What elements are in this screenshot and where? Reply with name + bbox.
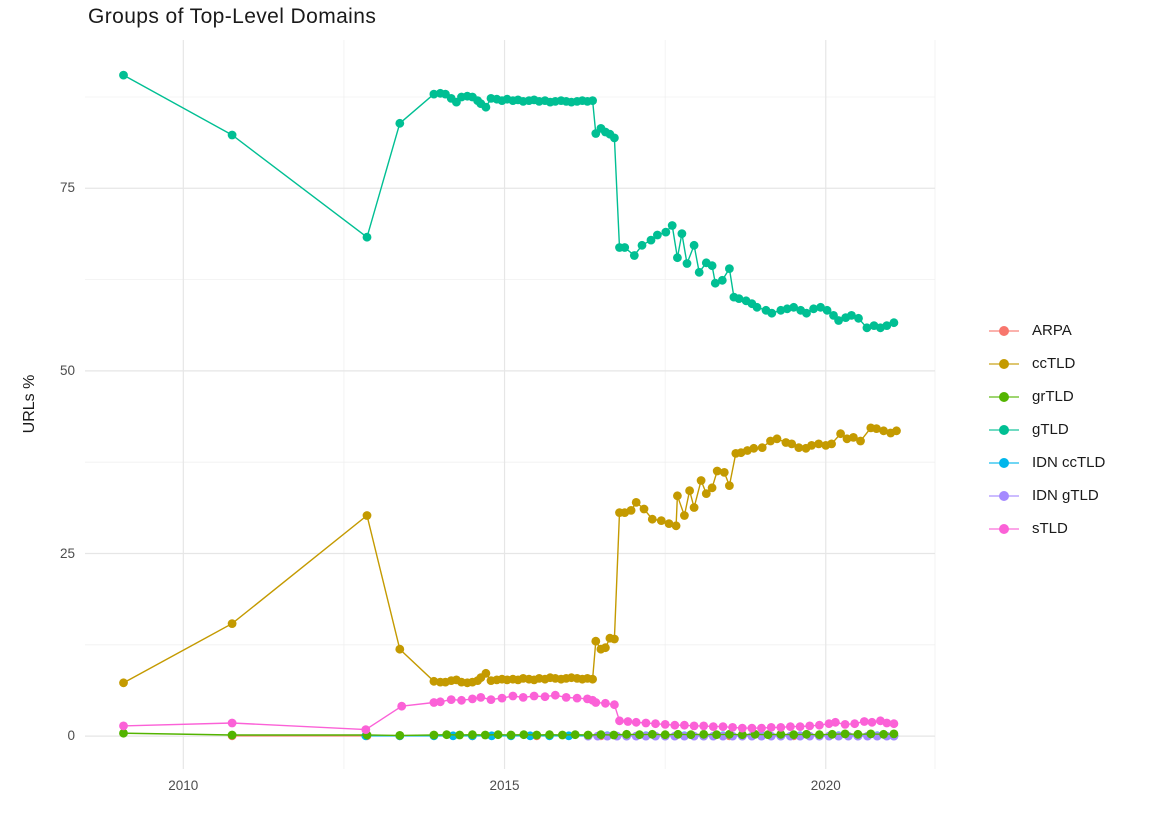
y-axis-title: URLs %	[21, 374, 38, 434]
y-tick-label: 50	[59, 362, 75, 378]
x-tick-label: 2015	[489, 778, 520, 793]
legend-item-arpa: ARPA	[988, 314, 1105, 347]
legend: ARPA ccTLD grTLD gTLD IDN ccTLD IDN gTLD sTLD	[988, 314, 1105, 545]
legend-item-label: IDN gTLD	[1032, 487, 1099, 504]
legend-item-label: sTLD	[1032, 520, 1068, 537]
y-tick-label: 25	[59, 545, 75, 561]
x-tick-label: 2020	[810, 778, 841, 793]
y-tick-label: 75	[59, 180, 75, 196]
plot-gridlines	[85, 40, 936, 769]
legend-item-grtld: grTLD	[988, 380, 1105, 413]
legend-key-icon	[989, 358, 1019, 369]
series-stld	[119, 690, 899, 734]
legend-key-icon	[989, 523, 1019, 534]
legend-key-icon	[989, 457, 1019, 468]
legend-item-gtld: gTLD	[988, 413, 1105, 446]
legend-item-label: ARPA	[1032, 322, 1072, 339]
legend-item-label: grTLD	[1032, 388, 1074, 405]
series-cctld	[119, 423, 901, 688]
legend-item-label: IDN ccTLD	[1032, 454, 1106, 471]
legend-item-stld: sTLD	[988, 512, 1105, 545]
legend-item-label: gTLD	[1032, 421, 1069, 438]
x-tick-label: 2010	[168, 778, 199, 793]
legend-item-idn-gtld: IDN gTLD	[988, 479, 1105, 512]
series-gtld	[119, 70, 899, 333]
series-grtld	[119, 728, 899, 740]
legend-item-idn-cctld: IDN ccTLD	[988, 446, 1105, 479]
legend-key-icon	[989, 325, 1019, 336]
chart-title: Groups of Top-Level Domains	[88, 5, 377, 28]
legend-item-cctld: ccTLD	[988, 347, 1105, 380]
y-tick-label: 0	[67, 728, 75, 744]
legend-key-icon	[989, 424, 1019, 435]
legend-key-icon	[989, 490, 1019, 501]
legend-key-icon	[989, 391, 1019, 402]
legend-item-label: ccTLD	[1032, 355, 1076, 372]
